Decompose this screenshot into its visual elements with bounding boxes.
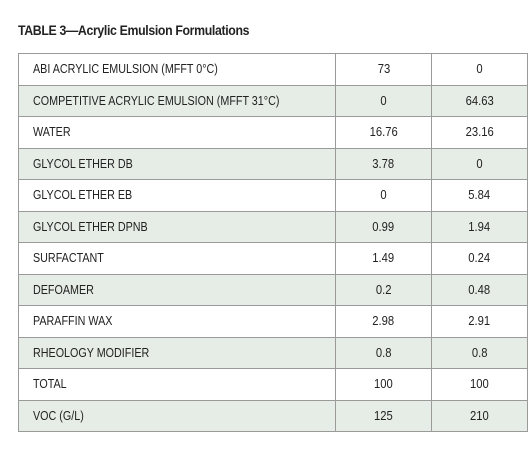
row-label: GLYCOL ETHER EB xyxy=(33,188,133,203)
table-row: COMPETITIVE ACRYLIC EMULSION (MFFT 31°C)… xyxy=(18,84,528,117)
value-cell-a: 125 xyxy=(335,399,432,432)
row-label: PARAFFIN WAX xyxy=(33,314,113,329)
row-label-cell: PARAFFIN WAX xyxy=(18,305,336,338)
row-label: COMPETITIVE ACRYLIC EMULSION (MFFT 31°C) xyxy=(33,93,280,108)
value-cell-b: 64.63 xyxy=(431,84,528,117)
table-row: SURFACTANT 1.49 0.24 xyxy=(18,242,528,275)
value-cell-a: 2.98 xyxy=(335,305,432,338)
row-label-cell: COMPETITIVE ACRYLIC EMULSION (MFFT 31°C) xyxy=(18,84,336,117)
row-label-cell: GLYCOL ETHER EB xyxy=(18,179,336,212)
value-b: 0 xyxy=(476,62,483,77)
value-cell-a: 3.78 xyxy=(335,147,432,180)
value-b: 210 xyxy=(470,408,489,423)
value-cell-a: 0 xyxy=(335,179,432,212)
value-cell-b: 2.91 xyxy=(431,305,528,338)
value-b: 100 xyxy=(470,377,489,392)
row-label: DEFOAMER xyxy=(33,282,94,297)
value-a: 0.8 xyxy=(375,345,392,360)
table-body: ABI ACRYLIC EMULSION (MFFT 0°C) 73 0 COM… xyxy=(18,53,528,432)
value-cell-a: 100 xyxy=(335,368,432,401)
table-title: TABLE 3—Acrylic Emulsion Formulations xyxy=(18,22,250,38)
value-b: 23.16 xyxy=(465,125,494,140)
value-cell-b: 0.48 xyxy=(431,273,528,306)
value-a: 125 xyxy=(374,408,393,423)
row-label-cell: ABI ACRYLIC EMULSION (MFFT 0°C) xyxy=(18,53,336,86)
value-cell-a: 0 xyxy=(335,84,432,117)
row-label: SURFACTANT xyxy=(33,251,104,266)
formulation-table: ABI ACRYLIC EMULSION (MFFT 0°C) 73 0 COM… xyxy=(18,53,528,432)
row-label: VOC (G/L) xyxy=(33,408,84,423)
table-row: GLYCOL ETHER EB 0 5.84 xyxy=(18,179,528,212)
value-b: 0.48 xyxy=(468,282,491,297)
row-label-cell: WATER xyxy=(18,116,336,149)
value-a: 0.2 xyxy=(375,282,392,297)
value-cell-b: 1.94 xyxy=(431,210,528,243)
row-label: WATER xyxy=(33,125,71,140)
value-cell-b: 0 xyxy=(431,147,528,180)
value-cell-b: 5.84 xyxy=(431,179,528,212)
value-cell-b: 100 xyxy=(431,368,528,401)
value-b: 0.8 xyxy=(471,345,488,360)
table-row: VOC (G/L) 125 210 xyxy=(18,399,528,432)
table-row: PARAFFIN WAX 2.98 2.91 xyxy=(18,305,528,338)
row-label-cell: SURFACTANT xyxy=(18,242,336,275)
table-row: RHEOLOGY MODIFIER 0.8 0.8 xyxy=(18,336,528,369)
value-b: 2.91 xyxy=(468,314,491,329)
value-cell-b: 0 xyxy=(431,53,528,86)
value-b: 0.24 xyxy=(468,251,491,266)
row-label: GLYCOL ETHER DPNB xyxy=(33,219,148,234)
table-row: WATER 16.76 23.16 xyxy=(18,116,528,149)
value-a: 73 xyxy=(377,62,390,77)
row-label: RHEOLOGY MODIFIER xyxy=(33,345,150,360)
table-row: GLYCOL ETHER DB 3.78 0 xyxy=(18,147,528,180)
value-a: 0 xyxy=(380,93,387,108)
value-cell-b: 23.16 xyxy=(431,116,528,149)
value-b: 64.63 xyxy=(465,93,494,108)
row-label: GLYCOL ETHER DB xyxy=(33,156,133,171)
value-b: 0 xyxy=(476,156,483,171)
value-a: 100 xyxy=(374,377,393,392)
value-cell-a: 0.8 xyxy=(335,336,432,369)
table-row: ABI ACRYLIC EMULSION (MFFT 0°C) 73 0 xyxy=(18,53,528,86)
value-cell-a: 16.76 xyxy=(335,116,432,149)
value-a: 0 xyxy=(380,188,387,203)
value-cell-a: 73 xyxy=(335,53,432,86)
row-label: ABI ACRYLIC EMULSION (MFFT 0°C) xyxy=(33,62,218,77)
value-cell-a: 1.49 xyxy=(335,242,432,275)
value-b: 5.84 xyxy=(468,188,491,203)
value-cell-b: 210 xyxy=(431,399,528,432)
row-label-cell: TOTAL xyxy=(18,368,336,401)
row-label-cell: VOC (G/L) xyxy=(18,399,336,432)
row-label-cell: DEFOAMER xyxy=(18,273,336,306)
value-a: 0.99 xyxy=(372,219,395,234)
value-b: 1.94 xyxy=(468,219,491,234)
value-cell-a: 0.99 xyxy=(335,210,432,243)
value-a: 16.76 xyxy=(369,125,398,140)
value-a: 1.49 xyxy=(372,251,395,266)
value-cell-b: 0.24 xyxy=(431,242,528,275)
row-label-cell: GLYCOL ETHER DPNB xyxy=(18,210,336,243)
table-row: GLYCOL ETHER DPNB 0.99 1.94 xyxy=(18,210,528,243)
row-label-cell: GLYCOL ETHER DB xyxy=(18,147,336,180)
value-a: 3.78 xyxy=(372,156,395,171)
value-cell-a: 0.2 xyxy=(335,273,432,306)
table-row: DEFOAMER 0.2 0.48 xyxy=(18,273,528,306)
value-a: 2.98 xyxy=(372,314,395,329)
value-cell-b: 0.8 xyxy=(431,336,528,369)
row-label-cell: RHEOLOGY MODIFIER xyxy=(18,336,336,369)
table-row: TOTAL 100 100 xyxy=(18,368,528,401)
row-label: TOTAL xyxy=(33,377,67,392)
